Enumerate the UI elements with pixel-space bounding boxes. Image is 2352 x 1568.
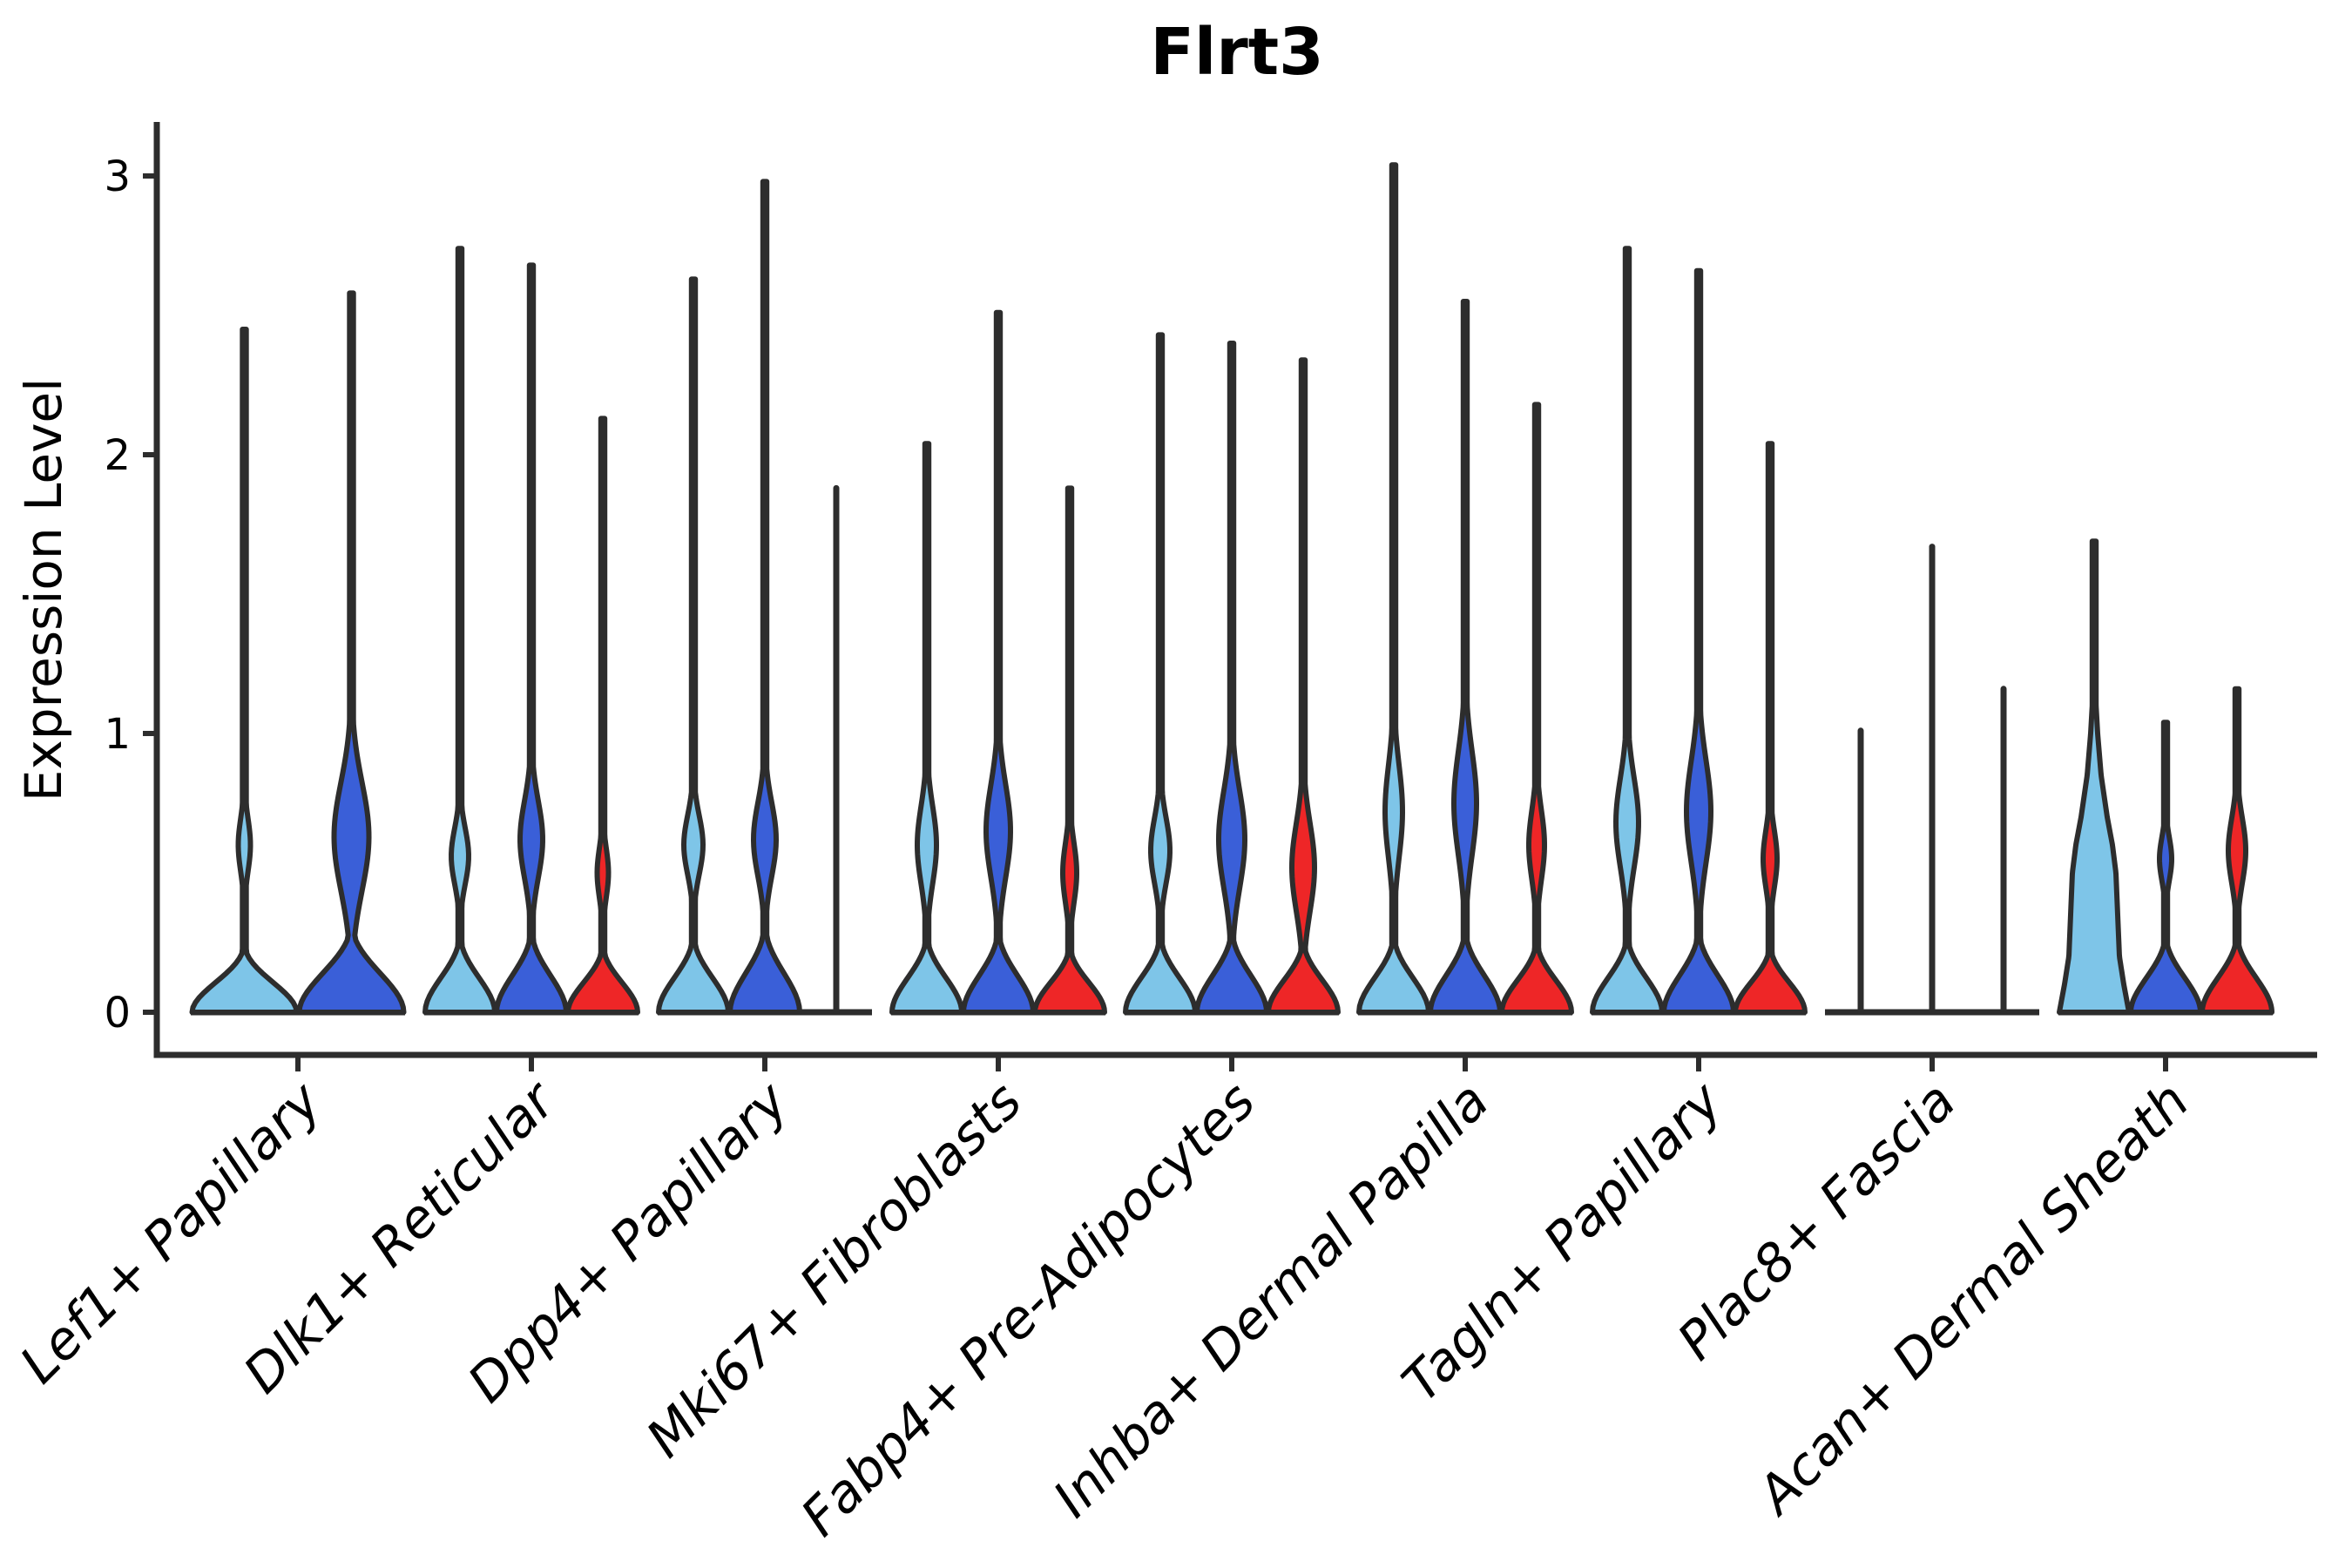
chart-title: Flrt3: [1150, 15, 1323, 90]
violin-5-2: [1499, 402, 1574, 1015]
violin-5-1: [1428, 299, 1503, 1015]
violin-3-1: [961, 309, 1036, 1015]
violin-2-0: [656, 276, 731, 1015]
violin-8-2: [2200, 686, 2274, 1015]
violin-6-1: [1661, 267, 1736, 1015]
x-tick-label-3: Mki67+ Fibroblasts: [635, 1071, 1034, 1470]
violin-6-2: [1733, 441, 1808, 1015]
y-axis-label: Expression Level: [14, 378, 73, 801]
violin-6-0: [1590, 246, 1665, 1015]
violin-4-2: [1266, 357, 1341, 1015]
violin-8-0: [2057, 538, 2132, 1015]
violin-3-0: [889, 441, 964, 1015]
violin-5-0: [1356, 162, 1431, 1015]
violin-4-1: [1194, 341, 1269, 1015]
violin-1-0: [422, 246, 497, 1015]
x-tick-label-5: Inhba+ Dermal Papilla: [1042, 1071, 1500, 1529]
violin-0-0: [189, 327, 300, 1015]
y-tick-label: 1: [104, 710, 131, 759]
violin-8-1: [2128, 720, 2203, 1015]
x-tick-label-8: Acan+ Dermal Sheath: [1744, 1071, 2201, 1528]
violin-3-2: [1032, 485, 1107, 1015]
y-tick-label: 3: [104, 152, 131, 201]
violin-1-1: [494, 262, 569, 1015]
violin-1-2: [565, 416, 640, 1015]
violin-2-1: [727, 179, 802, 1015]
y-tick-label: 2: [104, 431, 131, 480]
violin-4-0: [1123, 332, 1198, 1015]
y-tick-label: 0: [104, 989, 131, 1037]
violin-0-1: [296, 290, 407, 1015]
x-tick-label-4: Fabp4+ Pre-Adipocytes: [789, 1071, 1267, 1548]
